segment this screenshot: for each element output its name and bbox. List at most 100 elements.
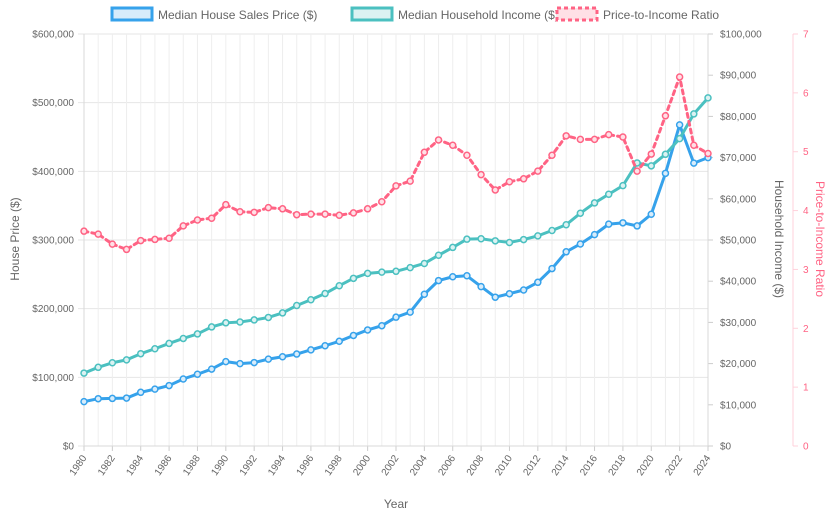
data-point[interactable]	[80, 397, 88, 406]
data-point[interactable]	[207, 214, 216, 222]
data-point[interactable]	[690, 159, 698, 167]
data-point[interactable]	[562, 132, 570, 140]
data-point[interactable]	[505, 289, 514, 298]
data-point[interactable]	[420, 259, 429, 268]
data-point[interactable]	[548, 226, 556, 235]
data-point[interactable]	[590, 199, 599, 207]
data-point[interactable]	[264, 203, 273, 212]
data-point[interactable]	[136, 388, 145, 397]
data-point[interactable]	[250, 208, 258, 217]
data-point[interactable]	[278, 309, 287, 317]
data-point[interactable]	[307, 295, 315, 304]
data-point[interactable]	[590, 135, 599, 144]
data-point[interactable]	[477, 170, 485, 179]
data-point[interactable]	[661, 112, 670, 120]
data-point[interactable]	[647, 150, 656, 158]
data-point[interactable]	[292, 350, 301, 358]
data-point[interactable]	[491, 186, 500, 194]
data-point[interactable]	[534, 232, 542, 240]
data-point[interactable]	[151, 345, 159, 353]
data-point[interactable]	[392, 182, 400, 190]
data-point[interactable]	[349, 274, 358, 283]
data-point[interactable]	[562, 248, 570, 256]
data-point[interactable]	[292, 210, 301, 219]
data-point[interactable]	[80, 369, 88, 377]
data-point[interactable]	[619, 219, 627, 227]
data-point[interactable]	[477, 235, 485, 243]
data-point[interactable]	[420, 290, 429, 298]
data-point[interactable]	[604, 220, 613, 228]
data-point[interactable]	[463, 235, 471, 243]
data-point[interactable]	[151, 385, 159, 393]
data-point[interactable]	[122, 245, 131, 254]
data-point[interactable]	[704, 149, 712, 158]
legend[interactable]: Median House Sales Price ($) Median House…	[110, 6, 719, 22]
data-point[interactable]	[604, 130, 613, 139]
data-point[interactable]	[378, 197, 386, 206]
data-point[interactable]	[619, 133, 627, 141]
data-point[interactable]	[108, 394, 117, 403]
data-point[interactable]	[94, 363, 102, 372]
data-point[interactable]	[349, 209, 358, 217]
data-point[interactable]	[250, 358, 258, 367]
data-point[interactable]	[548, 151, 556, 159]
data-point[interactable]	[363, 269, 372, 278]
data-point[interactable]	[378, 321, 386, 330]
data-point[interactable]	[647, 210, 656, 218]
data-point[interactable]	[463, 151, 471, 159]
data-point[interactable]	[278, 205, 287, 213]
data-point[interactable]	[321, 289, 329, 298]
data-point[interactable]	[562, 221, 570, 229]
data-point[interactable]	[505, 238, 514, 247]
data-point[interactable]	[590, 230, 599, 239]
data-point[interactable]	[335, 337, 344, 346]
data-point[interactable]	[434, 276, 443, 285]
data-point[interactable]	[534, 167, 542, 175]
data-point[interactable]	[448, 141, 457, 149]
data-point[interactable]	[434, 136, 443, 144]
data-point[interactable]	[165, 234, 173, 242]
data-point[interactable]	[392, 313, 400, 321]
data-point[interactable]	[534, 278, 542, 287]
data-point[interactable]	[505, 177, 514, 186]
data-point[interactable]	[151, 235, 159, 244]
data-point[interactable]	[690, 110, 698, 118]
data-point[interactable]	[406, 308, 414, 316]
data-point[interactable]	[207, 323, 216, 331]
data-point[interactable]	[122, 394, 131, 402]
data-point[interactable]	[207, 365, 216, 373]
data-point[interactable]	[80, 227, 88, 235]
data-point[interactable]	[519, 286, 528, 294]
data-point[interactable]	[94, 394, 102, 403]
data-point[interactable]	[94, 230, 102, 238]
data-point[interactable]	[363, 205, 372, 213]
data-point[interactable]	[576, 240, 585, 248]
data-point[interactable]	[136, 236, 145, 245]
data-point[interactable]	[335, 281, 344, 290]
data-point[interactable]	[406, 177, 414, 185]
data-point[interactable]	[292, 301, 301, 310]
data-point[interactable]	[179, 222, 188, 230]
data-point[interactable]	[661, 150, 670, 159]
data-point[interactable]	[193, 216, 202, 224]
data-point[interactable]	[222, 357, 230, 366]
data-point[interactable]	[519, 175, 528, 183]
data-point[interactable]	[633, 222, 641, 230]
data-point[interactable]	[222, 200, 230, 209]
data-point[interactable]	[420, 148, 429, 157]
data-point[interactable]	[236, 207, 244, 216]
data-point[interactable]	[307, 210, 315, 218]
data-point[interactable]	[619, 181, 627, 190]
data-point[interactable]	[179, 334, 188, 343]
data-point[interactable]	[548, 264, 556, 273]
data-point[interactable]	[165, 381, 173, 390]
data-point[interactable]	[349, 331, 358, 340]
legend-item-median-house-sales-price[interactable]: Median House Sales Price ($)	[110, 6, 317, 22]
data-point[interactable]	[675, 73, 684, 81]
data-point[interactable]	[661, 169, 670, 178]
data-point[interactable]	[392, 267, 400, 276]
data-point[interactable]	[193, 370, 202, 378]
data-point[interactable]	[690, 141, 698, 149]
data-point[interactable]	[179, 375, 188, 383]
data-point[interactable]	[122, 356, 131, 364]
